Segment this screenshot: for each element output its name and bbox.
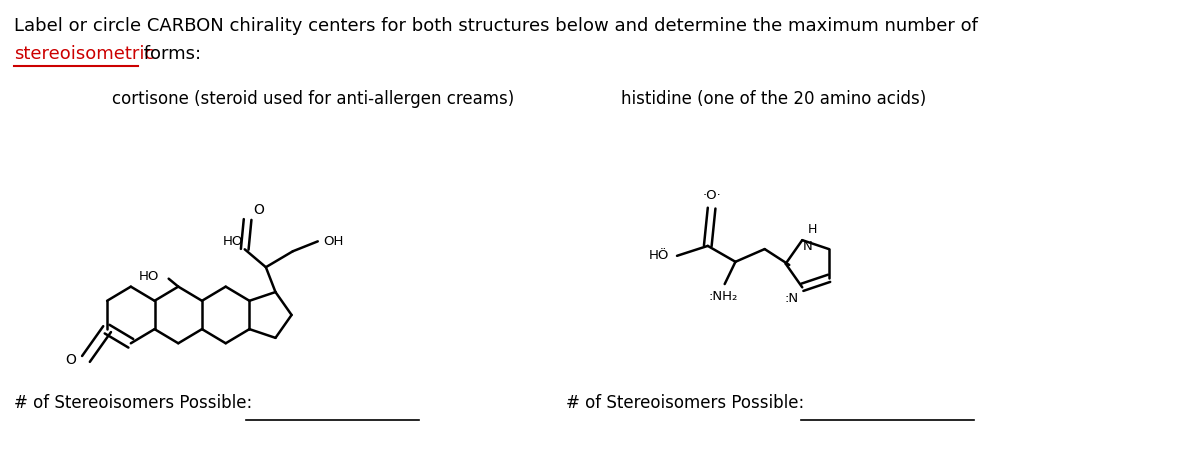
Text: Label or circle CARBON chirality centers for both structures below and determine: Label or circle CARBON chirality centers… [14, 17, 978, 35]
Text: stereoisometric: stereoisometric [14, 45, 155, 63]
Text: O: O [66, 353, 77, 367]
Text: :NH₂: :NH₂ [708, 290, 738, 303]
Text: forms:: forms: [138, 45, 200, 63]
Text: # of Stereoisomers Possible:: # of Stereoisomers Possible: [14, 394, 252, 412]
Text: histidine (one of the 20 amino acids): histidine (one of the 20 amino acids) [622, 90, 926, 108]
Text: ·O·: ·O· [702, 189, 721, 202]
Text: N: N [803, 240, 812, 253]
Text: :N: :N [785, 292, 798, 305]
Text: # of Stereoisomers Possible:: # of Stereoisomers Possible: [566, 394, 805, 412]
Text: H: H [808, 223, 817, 236]
Text: OH: OH [324, 235, 344, 248]
Text: HÖ: HÖ [649, 249, 670, 262]
Text: HO: HO [139, 270, 160, 283]
Text: O: O [253, 202, 264, 217]
Text: HO: HO [222, 235, 242, 248]
Text: cortisone (steroid used for anti-allergen creams): cortisone (steroid used for anti-allerge… [112, 90, 514, 108]
